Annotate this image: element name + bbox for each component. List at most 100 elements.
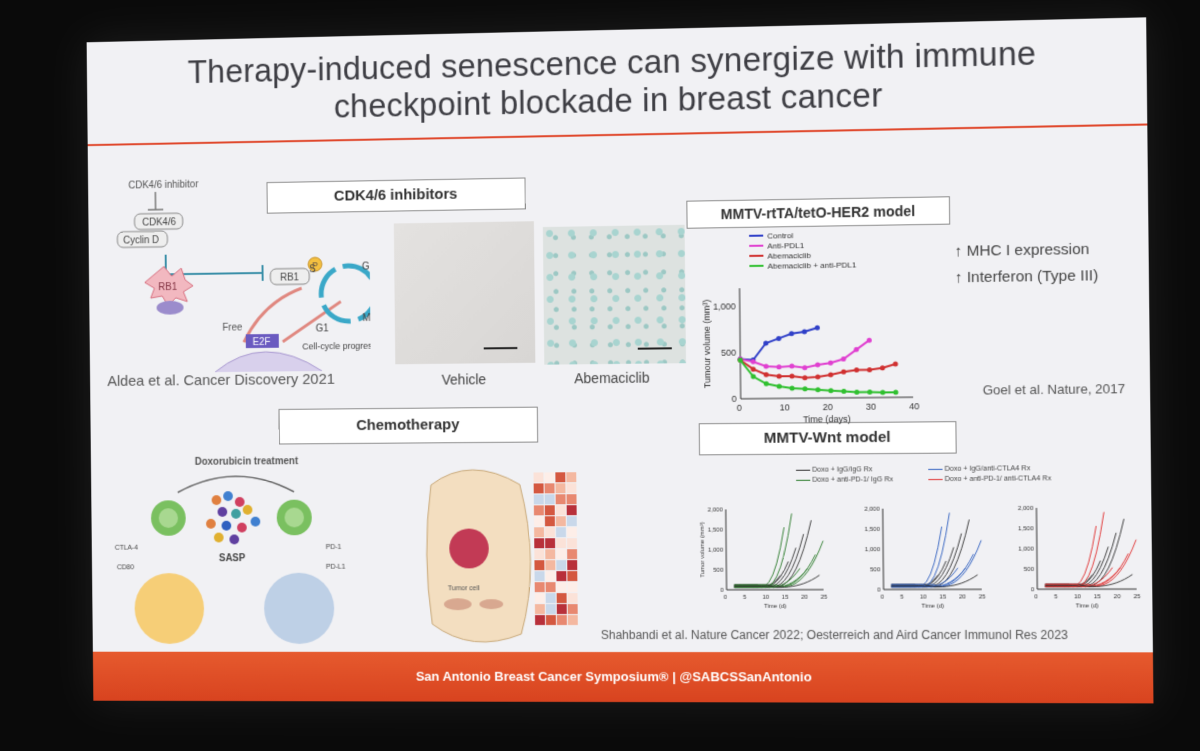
heatmap-cell xyxy=(567,516,577,526)
heatmap-cell xyxy=(567,582,577,592)
wnt-x-tick: 25 xyxy=(979,594,987,600)
heatmap-cell xyxy=(557,582,567,592)
data-point xyxy=(789,374,794,379)
cycle-progression-label: Cell-cycle progression xyxy=(302,340,371,351)
phase-m: M xyxy=(362,313,370,324)
heatmap-cell xyxy=(545,549,555,559)
data-point xyxy=(893,361,898,366)
abemaciclib-caption: Abemaciclib xyxy=(574,370,649,387)
heatmap-cell xyxy=(545,560,555,570)
heatmap-cell xyxy=(567,527,577,537)
heatmap-cell xyxy=(534,560,544,570)
wnt-charts: Doxo + IgG/IgG Rx Doxo + anti-PD-1/ IgG … xyxy=(665,462,1146,611)
wnt-x-tick: 10 xyxy=(920,594,928,600)
heatmap-cell xyxy=(544,472,554,482)
ctla4-label: CTLA-4 xyxy=(115,545,138,552)
wnt-tumor-trace xyxy=(1045,526,1097,587)
scale-bar xyxy=(484,347,518,349)
sasp-molecules xyxy=(206,491,261,544)
cdk-inhibitor-label: CDK4/6 inhibitor xyxy=(128,179,199,191)
treatment-label: Doxorubicin treatment xyxy=(195,456,299,468)
legend-entry: Abemaciclib + anti-PDL1 xyxy=(768,260,857,270)
data-point xyxy=(777,384,782,389)
wnt-y-axis xyxy=(883,509,884,590)
vehicle-micrograph xyxy=(394,221,536,364)
heatmap-cell xyxy=(567,494,577,504)
wnt-y-axis xyxy=(726,509,727,589)
heatmap-cell xyxy=(555,483,565,493)
wnt-tumor-trace xyxy=(734,561,789,587)
legend-pd1-ctla4: Doxo + anti-PD-1/ anti-CTLA4 Rx xyxy=(928,475,1051,483)
heatmap-cell xyxy=(556,560,566,570)
wnt-x-tick: 20 xyxy=(801,595,809,601)
heatmap-cell xyxy=(535,593,545,603)
wnt-y-tick: 1,000 xyxy=(865,547,881,553)
data-point xyxy=(776,336,781,341)
data-point xyxy=(828,388,833,393)
section-chemotherapy: Chemotherapy xyxy=(279,407,539,445)
wnt-y-tick: 2,000 xyxy=(864,507,880,513)
y-tick-label: 1,000 xyxy=(713,302,736,312)
heatmap-cell xyxy=(556,571,566,581)
rb1-burst-label: RB1 xyxy=(158,282,177,293)
wnt-x-tick: 5 xyxy=(900,594,904,600)
phase-g1: G1 xyxy=(316,323,330,334)
heatmap-cell xyxy=(534,527,544,537)
tumor-cell-heatmap: Tumor cell xyxy=(411,454,591,654)
bullet-mhc: ↑ MHC I expression xyxy=(954,241,1089,260)
wnt-x-tick: 0 xyxy=(881,595,885,601)
bullet-ifn-text: Interferon (Type III) xyxy=(967,267,1099,286)
immune-cell-right xyxy=(264,573,335,644)
wnt-x-tick: 15 xyxy=(782,595,790,601)
footer-text: San Antonio Breast Cancer Symposium® | @… xyxy=(416,669,812,685)
heatmap-cell xyxy=(535,582,545,592)
data-point xyxy=(828,360,833,365)
x-tick-label: 40 xyxy=(909,401,919,411)
phase-g2: G2 xyxy=(362,261,371,272)
x-axis xyxy=(741,397,913,399)
data-point xyxy=(790,386,795,391)
x-tick-label: 30 xyxy=(866,401,876,411)
up-arrow-icon: ↑ xyxy=(955,269,967,286)
heatmap-cell xyxy=(555,472,565,482)
cdk46-label: CDK4/6 xyxy=(142,217,176,228)
wnt-y-tick: 500 xyxy=(870,567,881,573)
presentation-slide: Therapy-induced senescence can synergize… xyxy=(87,17,1154,703)
pd1-label: PD-1 xyxy=(326,544,342,551)
e2f-label: E2F xyxy=(253,337,271,348)
heatmap-cell xyxy=(557,593,567,603)
abemaciclib-micrograph xyxy=(543,225,686,365)
chemo-sasp-diagram: Doxorubicin treatment SASP CTLA-4 CD80 P… xyxy=(110,450,364,648)
organelle xyxy=(444,598,472,610)
data-point xyxy=(815,362,820,367)
vehicle-caption: Vehicle xyxy=(442,371,487,387)
heatmap-cell xyxy=(534,505,544,515)
pdl1-label: PD-L1 xyxy=(326,564,346,571)
wnt-x-tick: 5 xyxy=(1054,594,1058,600)
data-point xyxy=(867,367,872,372)
ref-aldea: Aldea et al. Cancer Discovery 2021 xyxy=(107,371,335,390)
wnt-x-label: Time (d) xyxy=(764,604,786,610)
wnt-x-tick: 25 xyxy=(1134,594,1142,600)
x-tick-label: 0 xyxy=(737,403,742,413)
wnt-y-tick: 0 xyxy=(720,588,724,594)
data-point xyxy=(841,389,846,394)
heatmap-cell xyxy=(568,604,578,614)
data-point xyxy=(828,372,833,377)
rb1-box-label: RB1 xyxy=(280,272,300,283)
heatmap-cell xyxy=(556,494,566,504)
heatmap-cell xyxy=(534,549,544,559)
series-line-1 xyxy=(740,340,869,368)
heatmap-cell xyxy=(546,615,556,625)
heatmap-cell xyxy=(546,582,556,592)
cdk-pathway-diagram: CDK4/6 inhibitor CDK4/6 Cyclin D RB1 RB1… xyxy=(107,172,371,373)
heatmap-cell xyxy=(567,538,577,548)
y-axis xyxy=(740,288,741,399)
wnt-y-tick: 1,500 xyxy=(708,527,724,533)
y-tick-label: 500 xyxy=(721,348,736,358)
section-her2-model: MMTV-rtTA/tetO-HER2 model xyxy=(686,196,950,229)
legend-igg-igg: Doxo + IgG/IgG Rx xyxy=(796,466,873,474)
heatmap-cell xyxy=(534,483,544,493)
heatmap-cell xyxy=(545,505,555,515)
heatmap-cell xyxy=(566,472,576,482)
